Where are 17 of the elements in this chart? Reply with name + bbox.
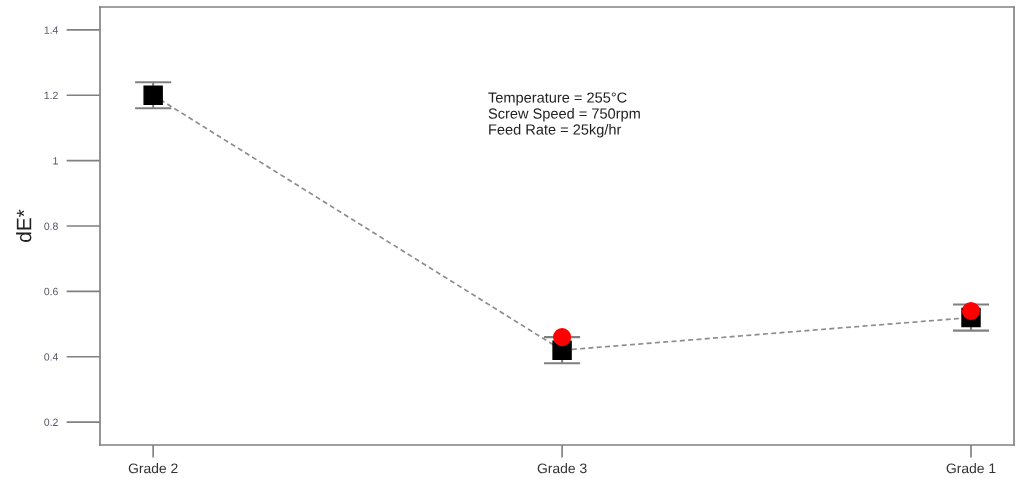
y-tick-label: 0.4	[44, 353, 59, 361]
y-tick-label: 0.6	[44, 287, 58, 296]
annotation: Temperature = 255°C	[488, 92, 627, 106]
point	[961, 301, 981, 321]
y-axis-title: dE*	[16, 209, 32, 242]
point	[553, 328, 572, 347]
y-tick-label: 1	[53, 157, 58, 165]
y-tick-label: 0.8	[44, 222, 58, 230]
annotation: Feed Rate = 25kg/hr	[489, 123, 622, 138]
annotation: Screw Speed = 750rpm	[488, 107, 640, 122]
y-tick-label: 1.2	[44, 91, 58, 100]
y-tick-label: 1.4	[44, 26, 59, 34]
x-tick-label: Grade 1	[946, 463, 996, 474]
y-tick-label: 0.2	[44, 418, 58, 426]
x-tick-label: Grade 3	[537, 463, 587, 474]
x-tick-label: Grade 2	[128, 463, 178, 474]
point	[143, 85, 163, 105]
